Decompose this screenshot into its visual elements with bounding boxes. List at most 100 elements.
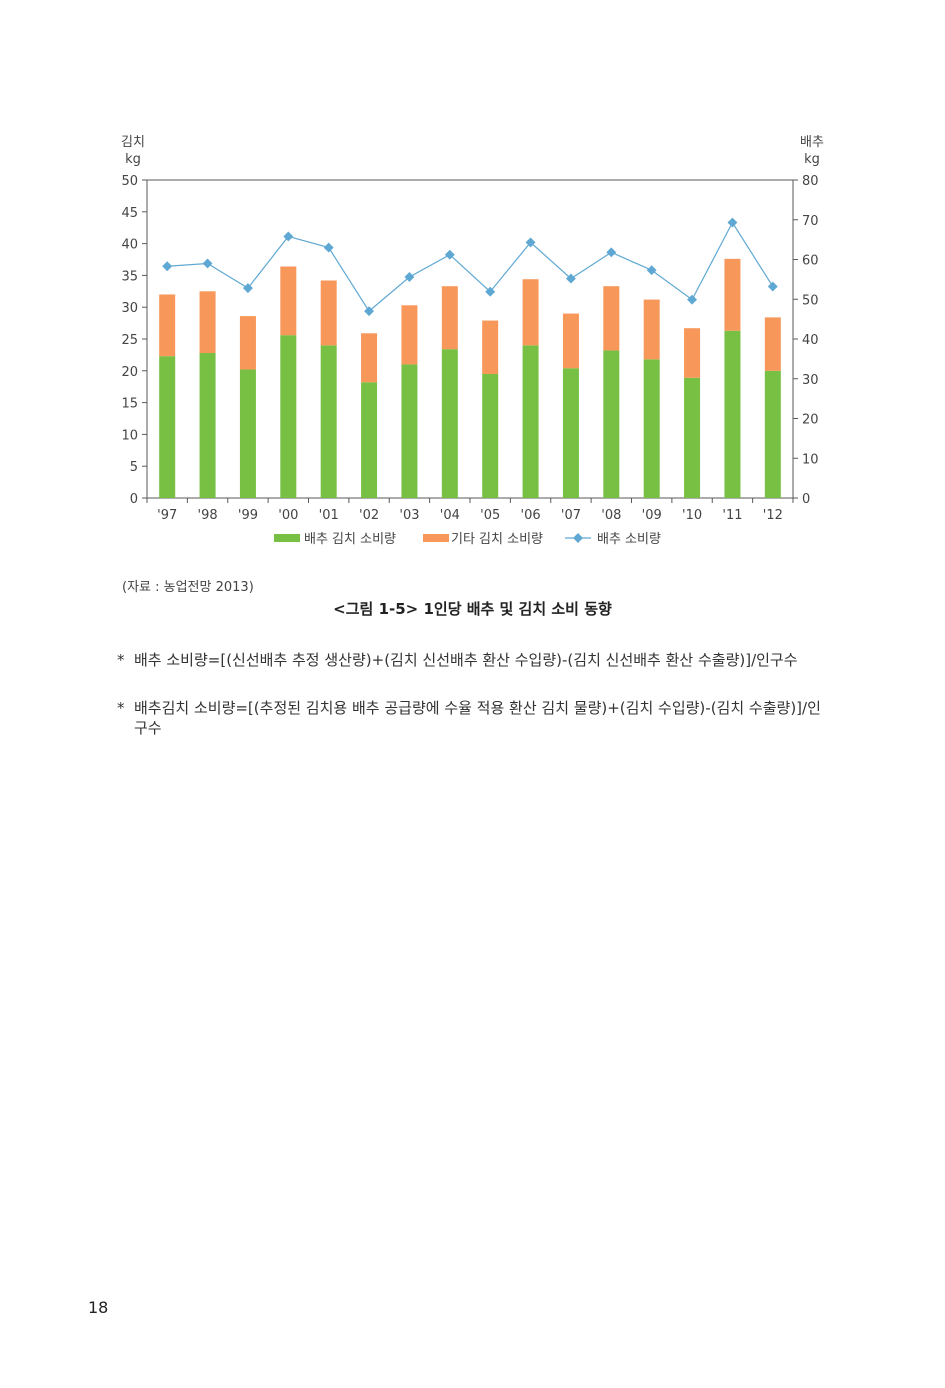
bar-cabbage-kimchi [603,350,620,498]
page-number: 18 [88,1298,109,1317]
bar-cabbage-kimchi [361,382,378,498]
x-tick-label: '10 [682,508,702,523]
bar-cabbage-kimchi [643,359,660,498]
bar-other-kimchi [724,258,741,331]
bar-cabbage-kimchi [482,373,499,498]
right-tick-label: 70 [802,214,819,229]
line-point [687,294,698,305]
left-tick-label: 5 [130,460,138,475]
x-tick-label: '12 [763,508,783,523]
bar-cabbage-kimchi [280,335,297,498]
x-tick-label: '11 [722,508,742,523]
bar-other-kimchi [159,294,176,357]
left-tick-label: 15 [121,397,138,412]
kimchi-cabbage-chart: 김치 kg 배추 kg 0 5 10 15 20 25 30 35 40 45 50 0 10 20 30… [121,135,824,547]
x-tick-label: '07 [561,508,581,523]
bar-other-kimchi [441,286,458,350]
bar-other-kimchi [320,280,337,346]
right-tick-label: 20 [802,413,819,428]
legend-marker-cabbage [573,533,583,543]
line-cabbage-consumption [167,221,774,313]
line-point [525,237,536,248]
bar-other-kimchi [482,320,499,374]
x-tick-label: '00 [278,508,298,523]
bar-cabbage-kimchi [320,345,337,498]
x-tick-label: '98 [198,508,218,523]
right-tick-label: 50 [802,293,819,308]
right-tick-label: 10 [802,452,819,467]
bar-other-kimchi [522,279,539,346]
left-tick-label: 25 [121,333,138,348]
x-tick-label: '09 [642,508,662,523]
left-axis-unit: kg [125,152,141,167]
legend-swatch-cabbage-kimchi [274,534,300,542]
x-tick-label: '99 [238,508,258,523]
right-tick-label: 60 [802,254,819,269]
line-point [565,273,576,284]
bar-other-kimchi [239,316,256,370]
bar-other-kimchi [684,328,701,378]
bar-cabbage-kimchi [199,352,216,498]
x-tick-label: '06 [521,508,541,523]
left-tick-label: 20 [121,365,138,380]
bar-other-kimchi [562,313,579,369]
line-point [323,242,334,253]
line-point [283,231,294,242]
bar-cabbage-kimchi [441,349,458,498]
line-point [767,281,778,292]
line-point [162,261,173,272]
x-tick-label: '01 [319,508,339,523]
x-tick-label: '03 [399,508,419,523]
bar-cabbage-kimchi [684,377,701,498]
bar-other-kimchi [361,333,378,383]
bar-cabbage-kimchi [522,345,539,498]
footnote-text: 배추 소비량=[(신선배추 추정 생산량)+(김치 신선배추 환산 수입량)-(… [134,651,798,669]
x-tick-label: '04 [440,508,460,523]
x-tick-label: '05 [480,508,500,523]
bar-cabbage-kimchi [724,330,741,498]
footnote-mark: * [117,699,125,717]
legend-label-cabbage-kimchi: 배추 김치 소비량 [304,532,396,547]
right-tick-label: 40 [802,333,819,348]
bar-cabbage-kimchi [159,356,176,498]
x-tick-label: '02 [359,508,379,523]
line-point [485,286,496,297]
right-tick-label: 0 [802,492,810,507]
left-tick-label: 50 [121,174,138,189]
bar-other-kimchi [603,286,620,351]
x-tick-label: '97 [157,508,177,523]
line-point [242,283,253,294]
left-tick-label: 35 [121,269,138,284]
left-axis-title: 김치 [121,135,145,150]
figure-caption: <그림 1-5> 1인당 배추 및 김치 소비 동향 [333,600,612,618]
legend-label-cabbage: 배추 소비량 [597,532,661,547]
left-tick-label: 10 [121,428,138,443]
footnote-text: 배추김치 소비량=[(추정된 김치용 배추 공급량에 수율 적용 환산 김치 물… [134,699,821,737]
line-point [646,265,657,276]
line-point [202,258,213,269]
bar-other-kimchi [280,266,297,336]
right-tick-label: 80 [802,174,819,189]
left-tick-label: 45 [121,206,138,221]
bar-other-kimchi [764,317,781,371]
bar-other-kimchi [401,305,418,365]
left-tick-label: 30 [121,301,138,316]
right-tick-label: 30 [802,373,819,388]
bar-other-kimchi [643,299,660,360]
bar-other-kimchi [199,291,216,353]
bar-cabbage-kimchi [764,370,781,498]
line-point [364,306,375,317]
legend-label-other-kimchi: 기타 김치 소비량 [451,532,543,547]
left-tick-label: 40 [121,238,138,253]
line-point [606,247,617,258]
x-tick-label: '08 [601,508,621,523]
bar-cabbage-kimchi [562,368,579,498]
source-note: (자료 : 농업전망 2013) [122,580,254,595]
legend-swatch-other-kimchi [423,534,449,542]
footnote-cabbage: * 배추 소비량=[(신선배추 추정 생산량)+(김치 신선배추 환산 수입량)… [117,650,832,670]
line-point [404,272,415,282]
footnote-kimchi: * 배추김치 소비량=[(추정된 김치용 배추 공급량에 수율 적용 환산 김치… [117,698,832,738]
bar-cabbage-kimchi [401,364,418,498]
left-tick-label: 0 [130,492,138,507]
line-point [727,217,738,228]
